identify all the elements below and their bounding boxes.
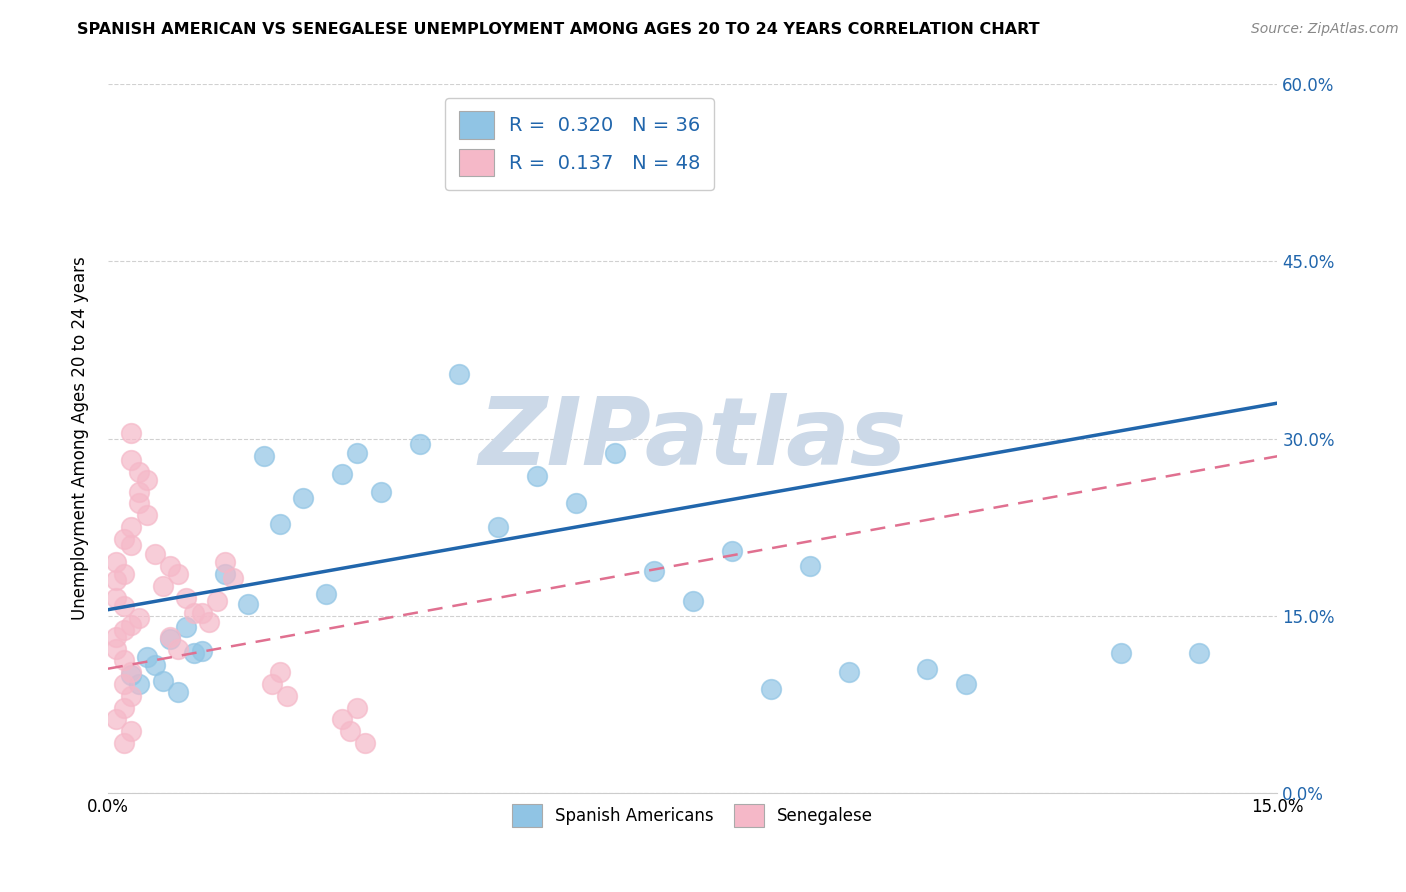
- Point: [330, 467, 353, 481]
- Point: [128, 484, 150, 499]
- Point: [120, 665, 142, 680]
- Point: [152, 673, 174, 688]
- Point: [128, 677, 150, 691]
- Point: [759, 681, 782, 696]
- Point: [104, 591, 127, 605]
- Point: [112, 736, 135, 750]
- Point: [183, 606, 205, 620]
- Point: [112, 623, 135, 637]
- Point: [799, 559, 821, 574]
- Point: [603, 446, 626, 460]
- Text: ZIPatlas: ZIPatlas: [478, 392, 907, 484]
- Point: [720, 543, 742, 558]
- Point: [104, 641, 127, 656]
- Point: [167, 641, 190, 656]
- Point: [159, 632, 181, 647]
- Point: [104, 630, 127, 644]
- Y-axis label: Unemployment Among Ages 20 to 24 years: Unemployment Among Ages 20 to 24 years: [72, 257, 89, 621]
- Point: [159, 559, 181, 574]
- Point: [143, 658, 166, 673]
- Point: [112, 532, 135, 546]
- Point: [112, 677, 135, 691]
- Point: [159, 630, 181, 644]
- Point: [346, 700, 368, 714]
- Point: [104, 573, 127, 587]
- Point: [682, 594, 704, 608]
- Point: [152, 579, 174, 593]
- Point: [120, 618, 142, 632]
- Point: [269, 516, 291, 531]
- Point: [526, 469, 548, 483]
- Point: [120, 724, 142, 739]
- Point: [1111, 646, 1133, 660]
- Point: [174, 591, 197, 605]
- Point: [128, 465, 150, 479]
- Point: [643, 564, 665, 578]
- Point: [120, 538, 142, 552]
- Point: [838, 665, 860, 680]
- Point: [174, 620, 197, 634]
- Point: [120, 425, 142, 440]
- Point: [128, 496, 150, 510]
- Point: [409, 437, 432, 451]
- Point: [1188, 646, 1211, 660]
- Point: [198, 615, 221, 629]
- Point: [315, 587, 337, 601]
- Point: [128, 611, 150, 625]
- Point: [370, 484, 392, 499]
- Point: [269, 665, 291, 680]
- Point: [346, 446, 368, 460]
- Point: [120, 667, 142, 681]
- Point: [120, 520, 142, 534]
- Point: [205, 594, 228, 608]
- Point: [112, 700, 135, 714]
- Point: [190, 644, 212, 658]
- Point: [447, 367, 470, 381]
- Point: [260, 677, 283, 691]
- Point: [330, 713, 353, 727]
- Point: [238, 597, 260, 611]
- Point: [955, 677, 977, 691]
- Point: [486, 520, 509, 534]
- Point: [136, 473, 159, 487]
- Point: [214, 556, 236, 570]
- Point: [183, 646, 205, 660]
- Point: [354, 736, 377, 750]
- Point: [104, 556, 127, 570]
- Legend: Spanish Americans, Senegalese: Spanish Americans, Senegalese: [505, 797, 880, 834]
- Point: [190, 606, 212, 620]
- Point: [276, 689, 298, 703]
- Point: [253, 449, 276, 463]
- Point: [112, 653, 135, 667]
- Point: [136, 649, 159, 664]
- Point: [915, 662, 938, 676]
- Point: [143, 547, 166, 561]
- Point: [112, 599, 135, 614]
- Text: Source: ZipAtlas.com: Source: ZipAtlas.com: [1251, 22, 1399, 37]
- Point: [564, 496, 586, 510]
- Point: [658, 130, 681, 145]
- Point: [120, 689, 142, 703]
- Point: [222, 571, 245, 585]
- Point: [167, 567, 190, 582]
- Point: [120, 452, 142, 467]
- Point: [136, 508, 159, 523]
- Point: [104, 713, 127, 727]
- Point: [112, 567, 135, 582]
- Point: [291, 491, 314, 505]
- Point: [339, 724, 361, 739]
- Point: [214, 567, 236, 582]
- Text: SPANISH AMERICAN VS SENEGALESE UNEMPLOYMENT AMONG AGES 20 TO 24 YEARS CORRELATIO: SPANISH AMERICAN VS SENEGALESE UNEMPLOYM…: [77, 22, 1040, 37]
- Point: [167, 685, 190, 699]
